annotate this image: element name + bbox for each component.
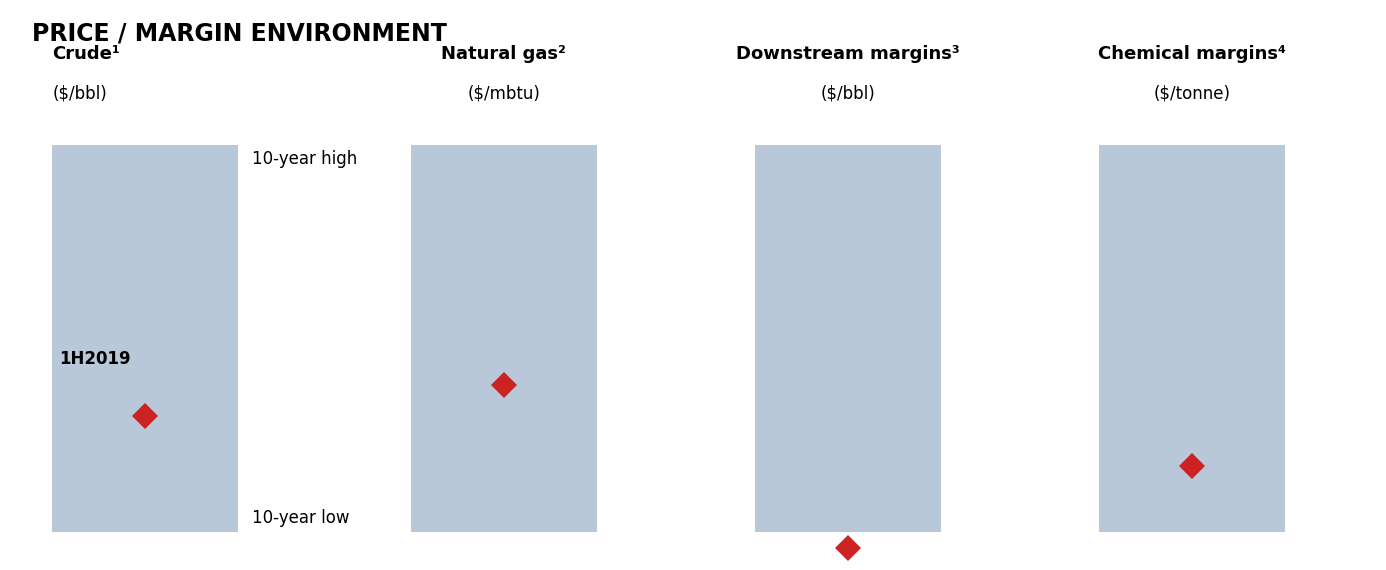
Text: 10-year low: 10-year low [252, 508, 349, 527]
Bar [53, 145, 238, 532]
Text: ($/tonne): ($/tonne) [1155, 84, 1231, 103]
Text: ($/mbtu): ($/mbtu) [467, 84, 541, 103]
Text: PRICE / MARGIN ENVIRONMENT: PRICE / MARGIN ENVIRONMENT [32, 21, 446, 45]
Text: 10-year high: 10-year high [252, 150, 358, 168]
Text: 1H2019: 1H2019 [60, 350, 130, 368]
Bar [755, 145, 941, 532]
Text: ($/bbl): ($/bbl) [53, 84, 107, 103]
Text: Natural gas²: Natural gas² [441, 45, 565, 63]
Bar [410, 145, 596, 532]
Text: Crude¹: Crude¹ [53, 45, 121, 63]
Text: Downstream margins³: Downstream margins³ [736, 45, 959, 63]
Text: Chemical margins⁴: Chemical margins⁴ [1099, 45, 1286, 63]
Bar [1099, 145, 1285, 532]
Text: ($/bbl): ($/bbl) [821, 84, 876, 103]
